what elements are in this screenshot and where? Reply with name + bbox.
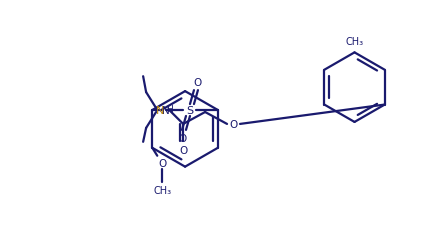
Text: N: N: [156, 106, 164, 115]
Text: O: O: [229, 119, 237, 129]
Text: O: O: [178, 133, 186, 143]
Text: O: O: [179, 145, 187, 155]
Text: S: S: [187, 106, 194, 115]
Text: N: N: [162, 106, 170, 115]
Text: CH₃: CH₃: [153, 185, 171, 195]
Text: O: O: [194, 78, 202, 88]
Text: O: O: [158, 158, 166, 168]
Text: CH₃: CH₃: [346, 37, 364, 47]
Text: H: H: [166, 104, 173, 113]
